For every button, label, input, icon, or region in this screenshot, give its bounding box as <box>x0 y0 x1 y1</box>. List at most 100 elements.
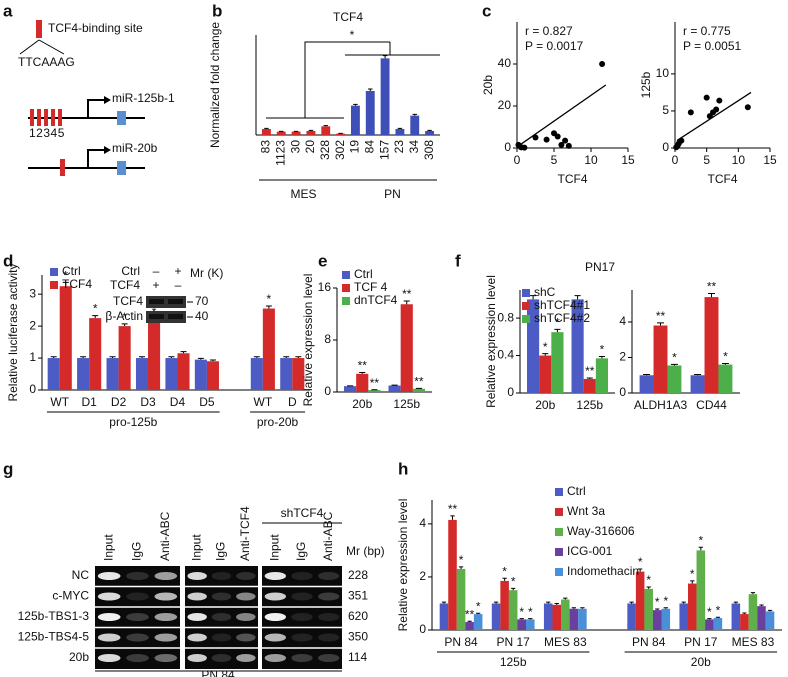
bar <box>561 599 570 630</box>
gel-band <box>264 592 287 601</box>
gel-band <box>126 613 149 621</box>
significance: * <box>638 555 643 569</box>
legend-swatch <box>555 548 563 556</box>
y-tick-label: 8 <box>324 332 331 346</box>
x-tick-label: 83 <box>259 140 273 154</box>
significance: ** <box>414 375 424 389</box>
legend-swatch <box>342 297 350 305</box>
error-bar <box>403 300 410 305</box>
chart-title: PN17 <box>585 260 615 274</box>
significance: * <box>655 595 660 609</box>
y-tick-label: 2 <box>619 350 626 364</box>
error-bar <box>629 601 634 604</box>
panel-label: h <box>398 459 408 478</box>
gel-band <box>236 633 256 642</box>
bar <box>539 355 552 393</box>
bar <box>552 604 562 630</box>
error-bar <box>264 127 269 129</box>
gel-band <box>187 592 207 601</box>
error-bar <box>197 357 204 360</box>
legend-label: Ctrl <box>354 267 373 281</box>
error-bar <box>476 612 481 615</box>
significance: * <box>93 302 98 316</box>
error-bar <box>690 580 695 584</box>
error-bar <box>168 356 175 359</box>
x-tick-label: D5 <box>199 395 215 409</box>
bar <box>77 358 90 390</box>
y-axis-label: Normalized fold change <box>208 22 222 148</box>
y-tick-label: 0.4 <box>497 348 514 362</box>
y-tick-label: 5 <box>662 103 669 117</box>
legend-swatch <box>50 268 58 276</box>
bar <box>627 603 636 630</box>
y-tick-label: 4 <box>619 314 626 328</box>
bar <box>439 603 449 630</box>
bar <box>456 568 466 630</box>
point <box>521 144 528 151</box>
error-bar <box>180 351 187 354</box>
site <box>44 109 48 126</box>
bar <box>500 580 509 630</box>
blot-size: 70 <box>195 294 209 308</box>
x-tick-label: ALDH1A3 <box>634 398 688 412</box>
row-size: 350 <box>348 630 368 644</box>
error-bar <box>655 608 660 611</box>
y-tick-label: 40 <box>498 56 512 70</box>
blot-band <box>168 314 183 319</box>
error-bar <box>265 305 272 309</box>
gel-band <box>187 654 207 662</box>
error-bar <box>721 363 729 365</box>
error-bar <box>502 577 507 581</box>
gel-band <box>126 592 149 601</box>
blot-band <box>149 314 164 319</box>
significance: * <box>350 28 355 42</box>
significance: ** <box>448 502 458 516</box>
gel-band <box>318 654 340 662</box>
bar <box>705 619 714 630</box>
binding-site-label: TCF4-binding site <box>48 21 143 35</box>
bar <box>425 131 435 135</box>
gel-band <box>126 572 149 580</box>
error-bar <box>598 355 605 359</box>
lane-label: Input <box>268 534 282 561</box>
x-tick-label: 20b <box>535 398 555 412</box>
gel-band <box>97 633 121 642</box>
gel-band <box>211 613 232 621</box>
gel-band <box>126 654 149 662</box>
x-tick-label: PN 17 <box>684 635 718 649</box>
row-label: NC <box>72 568 90 582</box>
x-tick-label: 23 <box>392 140 406 154</box>
bar <box>595 358 608 393</box>
significance: * <box>707 605 712 619</box>
bar <box>740 614 749 630</box>
y-tick-label: 2 <box>419 569 426 583</box>
error-bar <box>382 55 388 59</box>
error-bar <box>694 374 702 376</box>
point <box>554 133 561 140</box>
error-bar <box>742 612 747 615</box>
x-tick-label: 328 <box>318 140 332 160</box>
bar <box>551 332 564 393</box>
error-bar <box>646 586 651 589</box>
legend-label: Way-316606 <box>567 524 635 538</box>
error-bar <box>580 607 585 609</box>
y-tick-label: 0 <box>507 385 514 399</box>
y-axis-label: Relative expression level <box>484 275 498 408</box>
tss-arrow <box>87 149 104 168</box>
gel-band <box>97 654 121 662</box>
bar <box>276 131 286 135</box>
bar <box>177 353 190 390</box>
panel-label: d <box>3 251 13 270</box>
significance: * <box>723 350 728 364</box>
significance: ** <box>585 364 595 378</box>
gel-band <box>154 592 178 601</box>
bar <box>661 608 671 630</box>
x-tick-label: PN 84 <box>444 635 478 649</box>
panel-label: b <box>212 1 222 20</box>
significance: ** <box>465 607 475 621</box>
y-tick-label: 2 <box>29 318 36 332</box>
y-tick-label: 20 <box>498 98 512 112</box>
x-tick-label: 19 <box>348 140 362 154</box>
x-tick-label: 125b <box>393 397 420 411</box>
bar <box>194 359 207 390</box>
